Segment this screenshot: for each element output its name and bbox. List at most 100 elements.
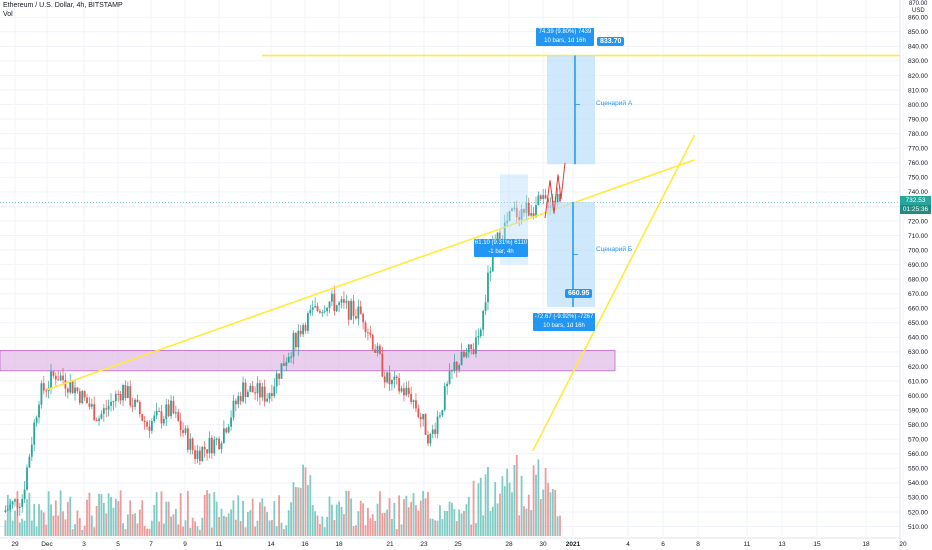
candle-body [487,272,489,303]
candle-body [100,413,103,419]
candle-body [436,416,439,434]
price-tick-label: 770.00 [908,146,928,153]
price-tick-label: 650.00 [908,320,928,327]
volume-bar [165,501,168,536]
candle-body [16,499,19,508]
candle-body [126,386,129,399]
candle-body [424,414,427,435]
volume-bar [129,500,132,536]
candle-body [455,361,458,370]
candle-body [415,400,417,409]
volume-bar [321,516,324,536]
volume-bar [246,511,249,536]
price-tick-label: 580.00 [908,422,928,429]
candle-body [201,446,204,462]
support-zone [0,350,616,372]
volume-bar [381,513,384,536]
price-tick-label: 760.00 [908,160,928,167]
price-tick-label: 810.00 [908,87,928,94]
volume-bar [266,512,268,536]
volume-bar [81,529,84,536]
volume-bar [220,508,223,536]
candle-body [333,293,336,312]
time-tick-label: 2021 [566,541,581,548]
volume-bar [559,515,561,536]
candle-body [508,211,511,221]
grid [0,0,904,536]
candle-body [18,506,21,508]
candle-body [355,316,357,319]
candle-body [179,420,182,431]
candle-body [172,400,175,414]
volume-bar [124,529,127,536]
volume-bar [309,475,312,536]
candle-body [268,393,271,399]
candle-body [148,426,151,431]
price-tick-label: 700.00 [908,247,928,254]
volume-bar [549,492,552,536]
price-tick-label: 540.00 [908,480,928,487]
candle-body [30,444,33,457]
time-tick-label: 9 [183,541,187,548]
volume-bar [83,525,86,536]
volume-bar [189,527,192,536]
volume-bar [23,520,26,536]
volume-bar [45,524,48,536]
candle-body [417,408,420,417]
volume-bar [232,500,235,536]
volume-bar [407,507,410,536]
candle-body [460,351,463,366]
volume-bar [249,510,252,536]
candle-body [299,330,302,335]
candle-body [155,410,158,416]
volume-bar [11,520,14,536]
candle-body [9,504,12,510]
volume-bar [88,492,91,536]
volume-bar [110,496,112,536]
candle-body [323,311,326,313]
candle-body [42,383,45,391]
volume-bar [184,520,187,536]
candle-body [218,438,220,450]
candle-body [489,271,492,273]
candle-body [431,429,434,434]
candle-body [405,387,408,396]
candle-body [160,411,163,424]
volume-bar [155,492,158,536]
candle-body [107,405,110,410]
volume-bar [69,496,72,536]
candle-body [191,438,194,451]
candle-body [347,301,350,320]
candle-body [270,393,273,396]
candle-body [434,429,437,434]
candle-body [194,450,196,459]
price-tick-label: 570.00 [908,437,928,444]
volume-bar [424,498,427,536]
time-tick-label: 18 [862,541,870,548]
candle-body [422,414,425,420]
candle-body [369,332,372,335]
time-tick-label: 3 [82,541,86,548]
volume-bar [172,514,175,536]
volume-bar [527,494,530,536]
volume-bar [54,500,57,536]
price-tick-label: 850.00 [908,29,928,36]
volume-bar [162,523,165,536]
candle-body [266,398,268,402]
candle-body [143,420,146,422]
volume-bar [343,514,345,536]
volume-bar [52,515,55,536]
candle-body [539,195,542,199]
volume-bar [14,510,16,536]
volume-bar [146,528,148,536]
volume-bar [556,516,559,536]
candle-body [371,334,374,350]
candle-body [359,306,362,314]
volume-bar [328,496,331,536]
candle-body [410,393,413,403]
candle-body [515,207,518,218]
price-tick-label: 670.00 [908,291,928,298]
candle-body [50,371,52,388]
volume-bar [47,491,50,536]
